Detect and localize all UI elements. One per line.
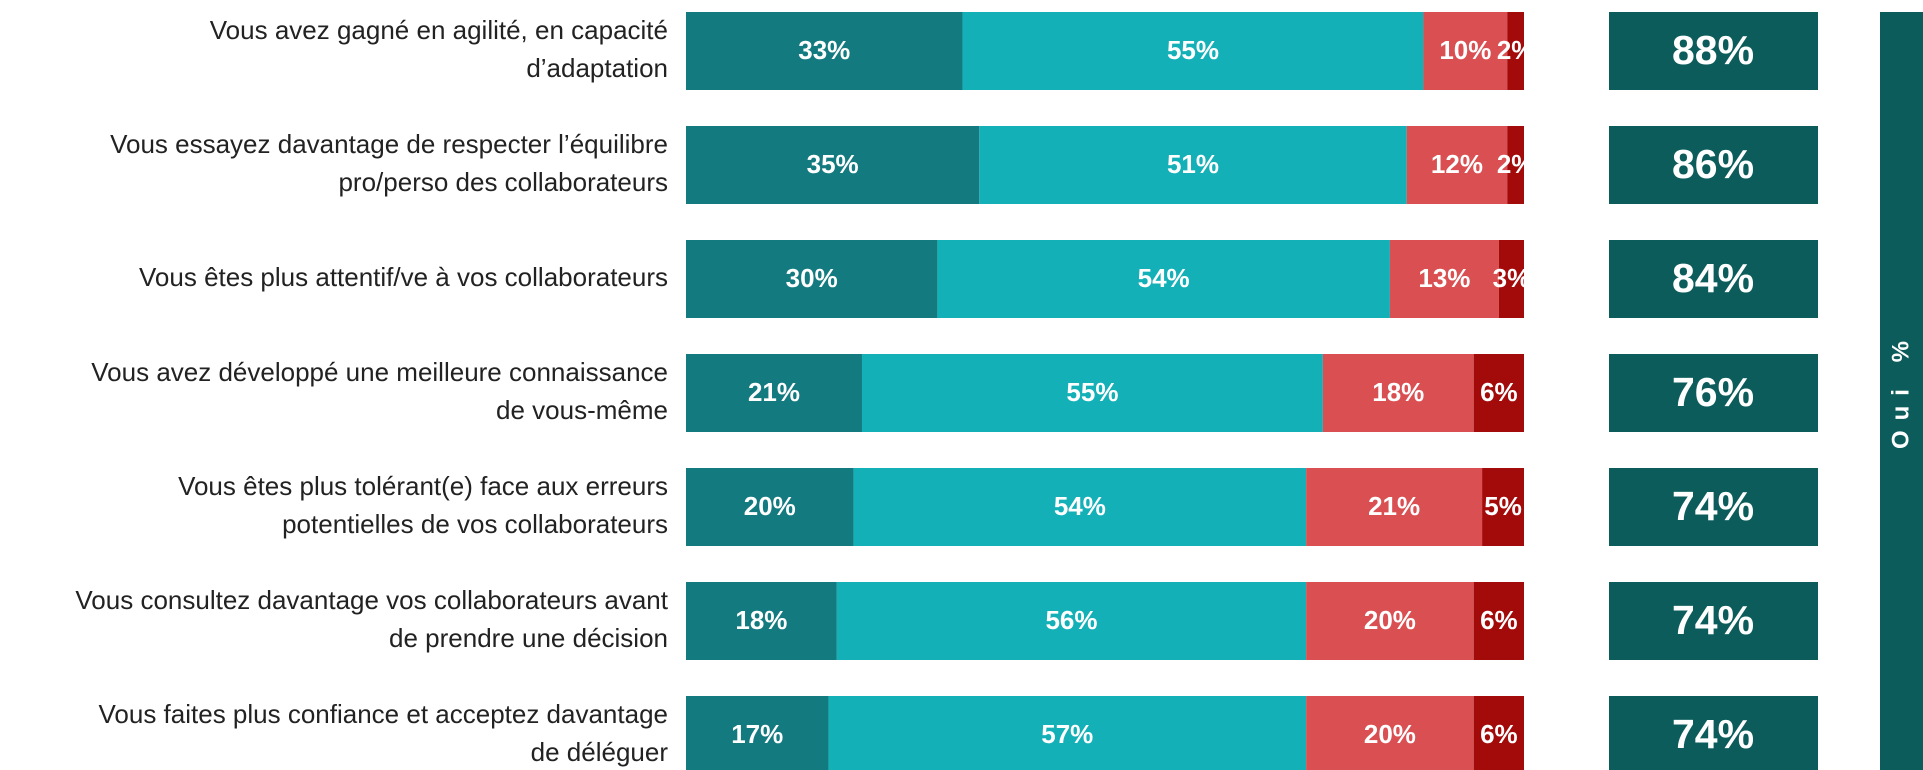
category-label: Vous êtes plus attentif/ve à vos collabo… (139, 262, 668, 292)
category-label: potentielles de vos collaborateurs (282, 509, 668, 539)
value-label: 10% (1439, 35, 1491, 65)
category-label: Vous êtes plus tolérant(e) face aux erre… (178, 471, 668, 501)
bar-segment (1473, 354, 1524, 432)
bar-segment (1473, 696, 1524, 770)
total-box (1609, 696, 1818, 770)
total-box (1609, 12, 1818, 90)
bar-segment (1306, 468, 1483, 546)
total-box (1609, 354, 1818, 432)
category-label: Vous avez développé une meilleure connai… (91, 357, 668, 387)
total-label: 86% (1672, 141, 1754, 187)
bar-segment (686, 12, 963, 90)
category-label: de vous-même (496, 395, 668, 425)
bar-segment (1423, 12, 1508, 90)
value-label: 33% (798, 35, 850, 65)
category-label: de déléguer (531, 737, 669, 767)
total-box (1609, 126, 1818, 204)
value-label: 18% (1372, 377, 1424, 407)
value-label: 6% (1480, 719, 1518, 749)
category-label: Vous avez gagné en agilité, en capacité (210, 15, 668, 45)
bar-segment (1482, 468, 1524, 546)
bar-segment (979, 126, 1407, 204)
category-label: de prendre une décision (389, 623, 668, 653)
bar-segment (1306, 582, 1474, 660)
total-label: 88% (1672, 27, 1754, 73)
total-box (1609, 582, 1818, 660)
bar-segment (1306, 696, 1474, 770)
bar-segment (1322, 354, 1474, 432)
category-label: Vous faites plus confiance et acceptez d… (99, 699, 669, 729)
bar-segment (686, 582, 837, 660)
bar-segment (1507, 12, 1524, 90)
bar-segment (1473, 582, 1524, 660)
value-label: 2% (1497, 35, 1535, 65)
value-label: 6% (1480, 377, 1518, 407)
totals-label: Oui % (1887, 331, 1914, 449)
value-label: 35% (807, 149, 859, 179)
category-label: Vous consultez davantage vos collaborate… (75, 585, 668, 615)
bar-segment (686, 354, 862, 432)
category-label: pro/perso des collaborateurs (338, 167, 668, 197)
value-label: 30% (786, 263, 838, 293)
bar-segment (1406, 126, 1508, 204)
value-label: 2% (1497, 149, 1535, 179)
value-label: 17% (731, 719, 783, 749)
value-label: 20% (1364, 719, 1416, 749)
bar-segment (686, 468, 854, 546)
side-band (1880, 12, 1923, 770)
bar-segment (686, 126, 980, 204)
bar-segment (1507, 126, 1524, 204)
total-box (1609, 468, 1818, 546)
total-label: 74% (1672, 597, 1754, 643)
value-label: 12% (1431, 149, 1483, 179)
value-label: 13% (1418, 263, 1470, 293)
value-label: 3% (1493, 263, 1531, 293)
value-label: 54% (1138, 263, 1190, 293)
value-label: 21% (748, 377, 800, 407)
value-label: 21% (1368, 491, 1420, 521)
total-label: 74% (1672, 711, 1754, 757)
bar-segment (962, 12, 1424, 90)
value-label: 55% (1066, 377, 1118, 407)
category-label: Vous essayez davantage de respecter l’éq… (110, 129, 668, 159)
bar-segment (861, 354, 1323, 432)
total-label: 84% (1672, 255, 1754, 301)
value-label: 54% (1054, 491, 1106, 521)
bar-segment (686, 240, 938, 318)
bar-segment (686, 696, 829, 770)
bar-segment (1498, 240, 1524, 318)
bar-segment (836, 582, 1307, 660)
bar-segment (853, 468, 1307, 546)
total-box (1609, 240, 1818, 318)
total-label: 76% (1672, 369, 1754, 415)
value-label: 55% (1167, 35, 1219, 65)
value-label: 20% (744, 491, 796, 521)
bar-segment (828, 696, 1307, 770)
value-label: 20% (1364, 605, 1416, 635)
value-label: 5% (1484, 491, 1522, 521)
value-label: 51% (1167, 149, 1219, 179)
value-label: 57% (1041, 719, 1093, 749)
value-label: 6% (1480, 605, 1518, 635)
value-label: 56% (1045, 605, 1097, 635)
total-label: 74% (1672, 483, 1754, 529)
bar-segment (1389, 240, 1499, 318)
category-label: d’adaptation (526, 53, 668, 83)
bar-segment (937, 240, 1390, 318)
value-label: 18% (735, 605, 787, 635)
